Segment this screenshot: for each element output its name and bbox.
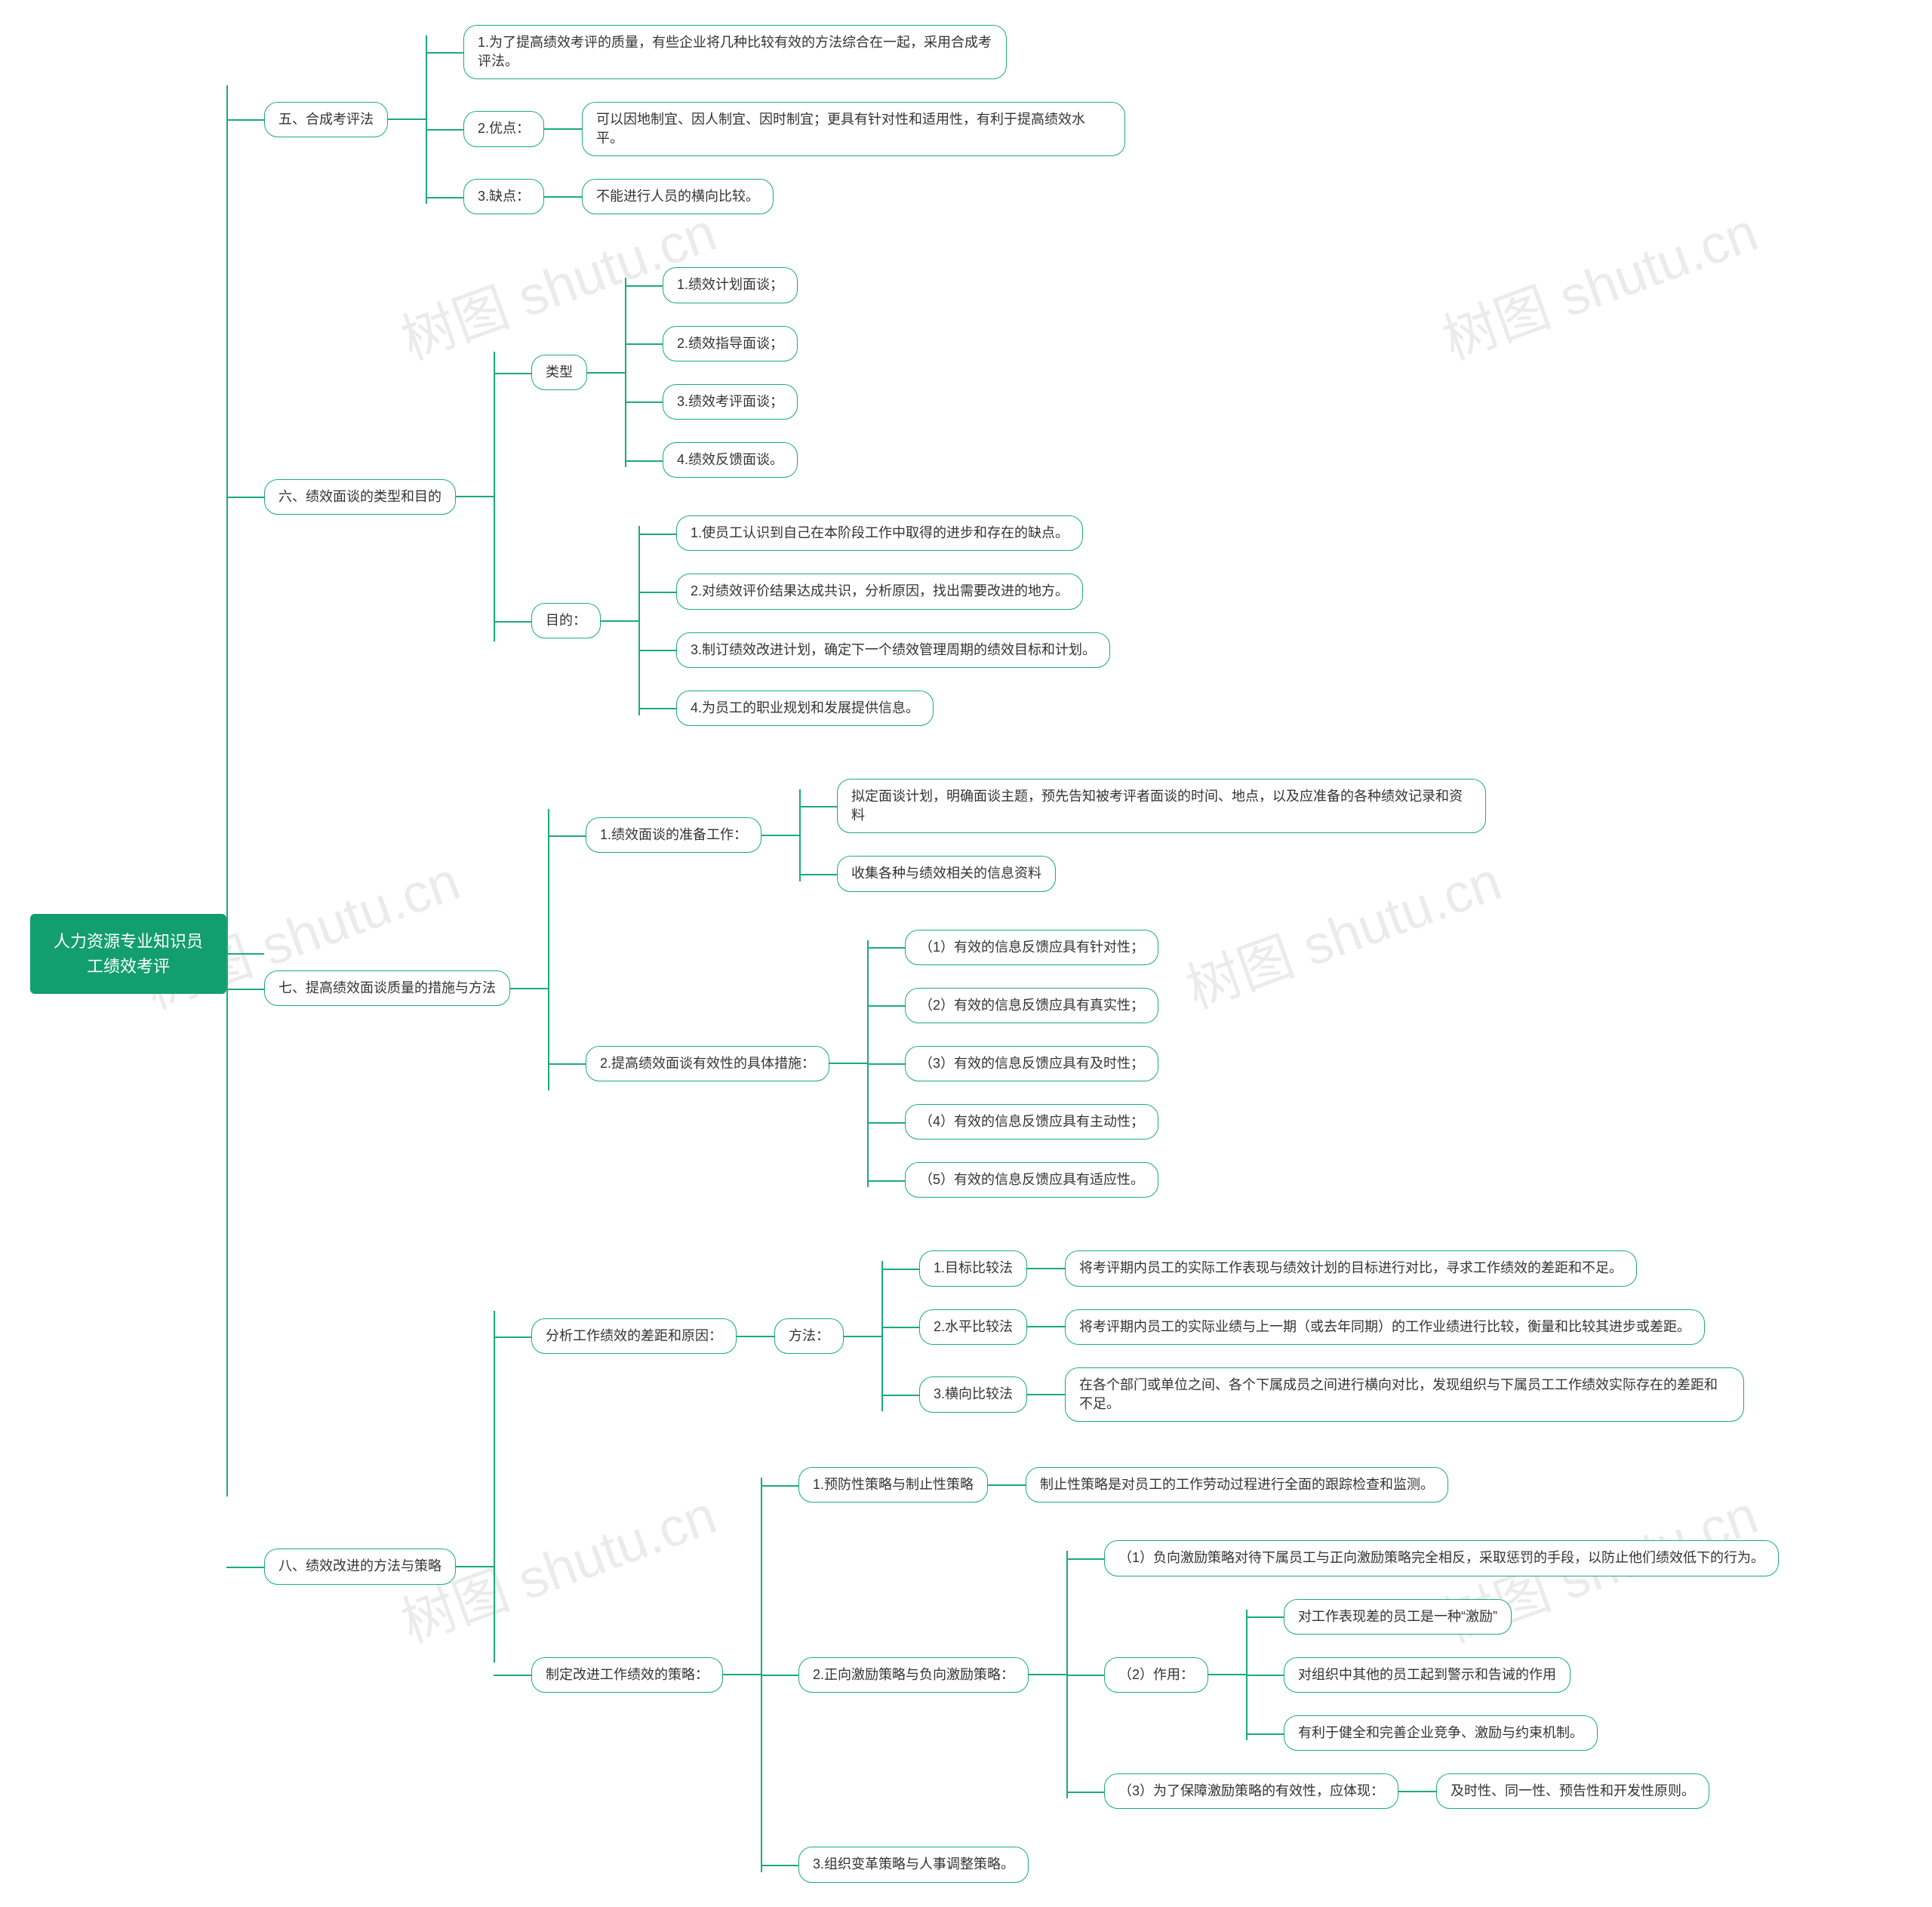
node-b3-s2d: （4）有效的信息反馈应具有主动性； (905, 1104, 1158, 1140)
node-b1-n3a: 不能进行人员的横向比较。 (582, 179, 774, 214)
node-b3-title: 七、提高绩效面谈质量的措施与方法 (264, 970, 510, 1006)
node-b4b-s2-2a: 对工作表现差的员工是一种“激励” (1284, 1599, 1512, 1635)
node-b4-title: 八、绩效改进的方法与策略 (264, 1549, 456, 1584)
mindmap-container: 人力资源专业知识员工绩效考评 五、合成考评法 1.为了提高绩效考评的质量，有些企… (30, 30, 1902, 1877)
node-b4a-title: 分析工作绩效的差距和原因： (531, 1318, 737, 1354)
node-b4b-s2-2: （2）作用： (1104, 1657, 1208, 1693)
root-node: 人力资源专业知识员工绩效考评 (30, 914, 226, 994)
node-b2-p4: 4.为员工的职业规划和发展提供信息。 (676, 691, 934, 726)
node-b4b-s2-2b: 对组织中其他的员工起到警示和告诫的作用 (1284, 1657, 1571, 1693)
node-b2-p2: 2.对绩效评价结果达成共识，分析原因，找出需要改进的地方。 (676, 574, 1083, 609)
node-b3-s1b: 收集各种与绩效相关的信息资料 (837, 856, 1056, 891)
node-b4b-s2: 2.正向激励策略与负向激励策略： (798, 1657, 1029, 1693)
node-b4b-s2-2c: 有利于健全和完善企业竞争、激励与约束机制。 (1284, 1715, 1598, 1751)
node-b4b-s2-3: （3）为了保障激励策略的有效性，应体现： (1104, 1773, 1398, 1809)
node-b1-n2a: 可以因地制宜、因人制宜、因时制宜；更具有针对性和适用性，有利于提高绩效水平。 (582, 102, 1125, 156)
node-b4b-s2-1: （1）负向激励策略对待下属员工与正向激励策略完全相反，采取惩罚的手段，以防止他们… (1104, 1540, 1779, 1576)
node-b2-purpose: 目的： (531, 603, 601, 638)
branch-6: 六、绩效面谈的类型和目的 类型 1.绩效计划面谈； 2.绩效指导面谈； 3.绩效… (264, 261, 1779, 732)
branch-5: 五、合成考评法 1.为了提高绩效考评的质量，有些企业将几种比较有效的方法综合在一… (264, 19, 1779, 221)
node-b4b-s2-3d: 及时性、同一性、预告性和开发性原则。 (1436, 1773, 1709, 1809)
node-b2-p1: 1.使员工认识到自己在本阶段工作中取得的进步和存在的缺点。 (676, 515, 1083, 551)
node-b4a-m3: 3.横向比较法 (919, 1376, 1027, 1412)
node-b1-n1: 1.为了提高绩效考评的质量，有些企业将几种比较有效的方法综合在一起，采用合成考评… (463, 25, 1007, 79)
node-b2-t1: 1.绩效计划面谈； (663, 267, 798, 303)
node-b4a-m2d: 将考评期内员工的实际业绩与上一期（或去年同期）的工作业绩进行比较，衡量和比较其进… (1065, 1309, 1705, 1345)
node-b3-s2a: （1）有效的信息反馈应具有针对性； (905, 930, 1158, 965)
node-b2-t3: 3.绩效考评面谈； (663, 384, 798, 420)
node-b2-t2: 2.绩效指导面谈； (663, 326, 798, 361)
node-b4a-method: 方法： (774, 1318, 844, 1354)
node-b4b-s3: 3.组织变革策略与人事调整策略。 (798, 1847, 1029, 1882)
node-b1-n3: 3.缺点： (463, 179, 544, 214)
node-b3-s2c: （3）有效的信息反馈应具有及时性； (905, 1046, 1158, 1081)
node-b2-title: 六、绩效面谈的类型和目的 (264, 479, 456, 515)
node-b4b-title: 制定改进工作绩效的策略： (531, 1657, 723, 1693)
node-b4a-m3d: 在各个部门或单位之间、各个下属成员之间进行横向对比，发现组织与下属员工工作绩效实… (1065, 1367, 1744, 1422)
node-b2-type: 类型 (531, 355, 587, 390)
branch-7: 七、提高绩效面谈质量的措施与方法 1.绩效面谈的准备工作： 拟定面谈计划，明确面… (264, 773, 1779, 1204)
node-b4a-m1: 1.目标比较法 (919, 1250, 1027, 1286)
node-b4a-m1d: 将考评期内员工的实际工作表现与绩效计划的目标进行对比，寻求工作绩效的差距和不足。 (1065, 1250, 1637, 1286)
node-b4b-s1d: 制止性策略是对员工的工作劳动过程进行全面的跟踪检查和监测。 (1026, 1467, 1448, 1503)
node-b3-s1a: 拟定面谈计划，明确面谈主题，预先告知被考评者面谈的时间、地点，以及应准备的各种绩… (837, 779, 1486, 833)
node-b3-s2e: （5）有效的信息反馈应具有适应性。 (905, 1162, 1158, 1198)
branch-8: 八、绩效改进的方法与策略 分析工作绩效的差距和原因： 方法： 1.目标比较法 (264, 1244, 1779, 1888)
node-b3-s1: 1.绩效面谈的准备工作： (586, 817, 761, 853)
node-b3-s2b: （2）有效的信息反馈应具有真实性； (905, 988, 1158, 1023)
node-b1-title: 五、合成考评法 (264, 102, 388, 137)
node-b2-p3: 3.制订绩效改进计划，确定下一个绩效管理周期的绩效目标和计划。 (676, 632, 1110, 668)
node-b3-s2: 2.提高绩效面谈有效性的具体措施： (586, 1046, 829, 1081)
node-b1-n2: 2.优点： (463, 111, 544, 146)
node-b4a-m2: 2.水平比较法 (919, 1309, 1027, 1345)
node-b4b-s1: 1.预防性策略与制止性策略 (798, 1467, 988, 1503)
node-b2-t4: 4.绩效反馈面谈。 (663, 442, 798, 478)
